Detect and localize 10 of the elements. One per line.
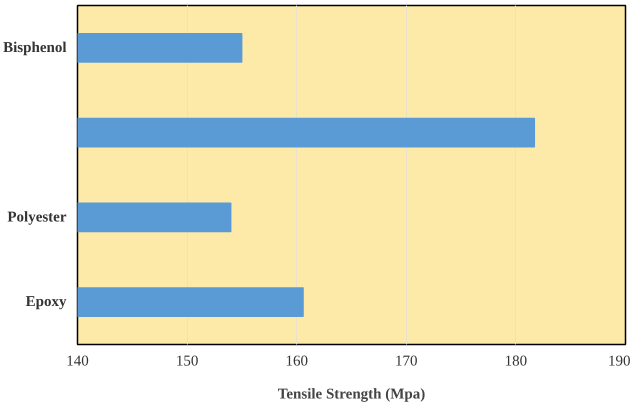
x-tick-label: 160 [285,354,308,370]
x-tick-label: 150 [176,354,198,370]
x-tick-label: 180 [504,354,528,370]
y-tick-label: Bisphenol [3,40,67,56]
y-tick-label: Polyester [7,209,67,226]
x-tick-label: 190 [608,354,630,370]
x-tick-label: 140 [66,354,89,370]
y-tick-label: Epoxy [26,294,67,310]
x-axis-title: Tensile Strength (Mpa) [278,386,426,402]
x-tick-label: 170 [395,354,418,370]
